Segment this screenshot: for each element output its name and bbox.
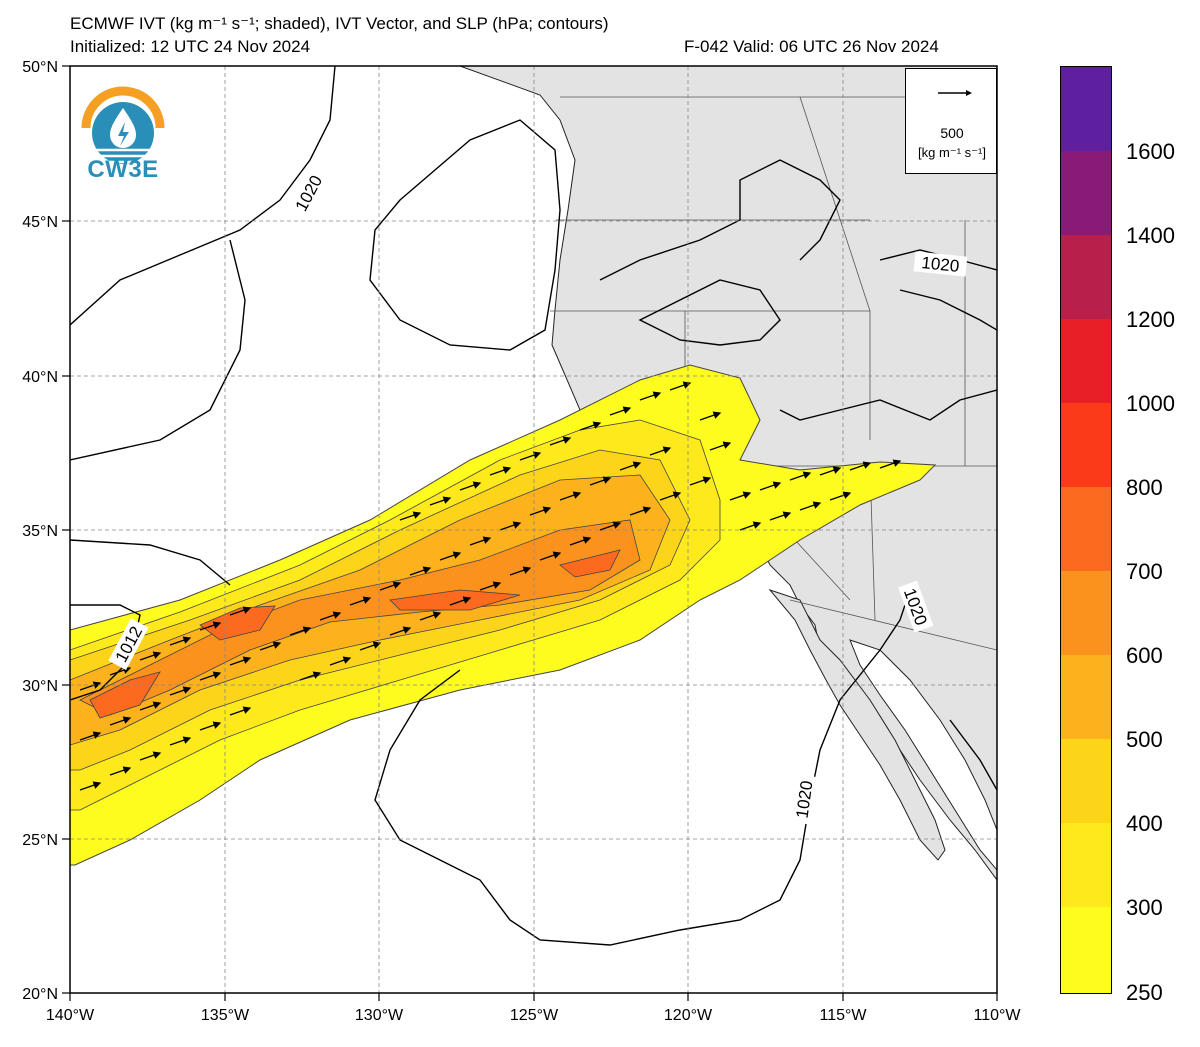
colorbar-segment <box>1061 403 1111 487</box>
lon-tick-label: 140°W <box>46 1007 95 1024</box>
colorbar-segment <box>1061 151 1111 235</box>
ivt-colorbar <box>1060 66 1112 994</box>
vector-key-value: 500 <box>940 125 964 141</box>
colorbar-segment <box>1061 823 1111 907</box>
logo-text: CW3E <box>87 156 159 183</box>
colorbar-label: 700 <box>1126 559 1163 584</box>
forecast-valid-time: F-042 Valid: 06 UTC 26 Nov 2024 <box>684 37 939 56</box>
colorbar-label: 250 <box>1126 980 1163 1005</box>
colorbar-label: 1400 <box>1126 223 1175 248</box>
gulf-of-california <box>849 639 997 871</box>
colorbar-segment <box>1061 907 1111 993</box>
lat-tick-label: 30°N <box>22 678 58 695</box>
water-drop-logo-icon <box>81 86 165 164</box>
colorbar-segment <box>1061 655 1111 739</box>
lat-tick-label: 20°N <box>22 986 58 1003</box>
axis-ticks <box>62 65 998 1001</box>
colorbar-label: 1600 <box>1126 139 1175 164</box>
colorbar-label: 800 <box>1126 475 1163 500</box>
colorbar-label: 1000 <box>1126 391 1175 416</box>
lon-tick-label: 130°W <box>355 1007 404 1024</box>
colorbar-label: 600 <box>1126 643 1163 668</box>
vector-reference-key: 500 [kg m⁻¹ s⁻¹] <box>905 68 997 174</box>
lat-tick-label: 50°N <box>22 59 58 76</box>
lat-tick-label: 40°N <box>22 369 58 386</box>
lon-tick-label: 115°W <box>819 1007 867 1024</box>
lat-tick-label: 35°N <box>22 523 58 540</box>
ivt-700-plus <box>89 549 621 719</box>
colorbar-segment <box>1061 235 1111 319</box>
lon-tick-label: 120°W <box>664 1007 713 1024</box>
colorbar-label: 500 <box>1126 727 1163 752</box>
map-title: ECMWF IVT (kg m⁻¹ s⁻¹; shaded), IVT Vect… <box>70 14 609 33</box>
initialized-time: Initialized: 12 UTC 24 Nov 2024 <box>70 37 311 56</box>
baja-california <box>768 588 946 861</box>
colorbar-segment <box>1061 487 1111 571</box>
lat-tick-label: 45°N <box>22 214 58 231</box>
lon-tick-label: 135°W <box>201 1007 250 1024</box>
colorbar-segment <box>1061 319 1111 403</box>
colorbar-segment <box>1061 67 1111 151</box>
lon-tick-label: 110°W <box>973 1007 1021 1024</box>
colorbar-label: 1200 <box>1126 307 1175 332</box>
colorbar-segment <box>1061 571 1111 655</box>
ivt-vector-field <box>79 381 902 791</box>
colorbar-label: 300 <box>1126 895 1163 920</box>
contour-label: 1020 <box>921 253 961 276</box>
lat-tick-label: 25°N <box>22 832 58 849</box>
lon-tick-label: 125°W <box>510 1007 559 1024</box>
colorbar-label: 400 <box>1126 811 1163 836</box>
ivt-600-plus <box>79 519 641 716</box>
colorbar-segment <box>1061 739 1111 823</box>
lat-lon-grid <box>70 66 997 993</box>
vector-key-unit: [kg m⁻¹ s⁻¹] <box>918 145 986 160</box>
